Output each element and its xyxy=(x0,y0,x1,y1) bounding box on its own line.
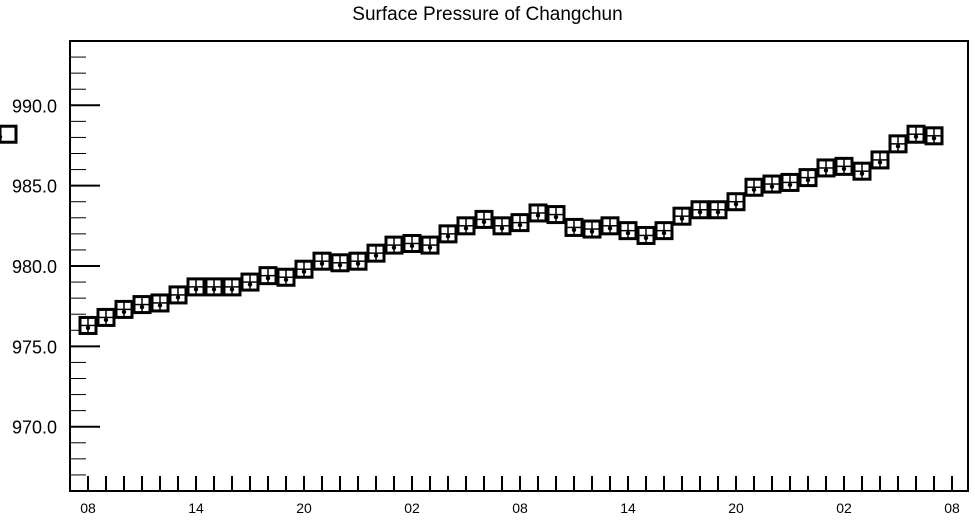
data-point xyxy=(888,134,908,154)
x-axis-ticks: 08 14 20 02 08 14 20 02 08 xyxy=(80,476,960,516)
data-point xyxy=(582,219,602,239)
data-point xyxy=(420,235,440,255)
data-point xyxy=(816,158,836,178)
data-point xyxy=(726,192,746,212)
data-point xyxy=(780,172,800,192)
data-point xyxy=(294,259,314,279)
data-point xyxy=(222,277,242,297)
data-point xyxy=(924,126,944,146)
data-point xyxy=(186,277,206,297)
x-tick-label: 20 xyxy=(296,500,312,516)
data-point xyxy=(834,156,854,176)
data-point xyxy=(474,209,494,229)
x-tick-label: 08 xyxy=(80,500,96,516)
y-tick-label: 970.0 xyxy=(12,418,57,438)
data-point xyxy=(762,174,782,194)
chart-title: Surface Pressure of Changchun xyxy=(352,4,623,25)
data-point xyxy=(330,253,350,273)
data-point xyxy=(906,124,926,144)
data-point xyxy=(204,277,224,297)
data-point xyxy=(870,150,890,170)
x-tick-label: 08 xyxy=(944,500,960,516)
data-point xyxy=(528,203,548,223)
x-tick-label: 08 xyxy=(512,500,528,516)
data-point xyxy=(114,299,134,319)
data-point xyxy=(744,177,764,197)
data-point xyxy=(618,221,638,241)
data-point xyxy=(690,200,710,220)
y-tick-label: 990.0 xyxy=(12,96,57,116)
x-tick-label: 14 xyxy=(188,500,204,516)
plot-frame xyxy=(69,40,969,492)
data-point xyxy=(348,251,368,271)
y-tick-label: 985.0 xyxy=(12,177,57,197)
data-point xyxy=(0,124,18,144)
data-point xyxy=(168,285,188,305)
y-tick-label: 975.0 xyxy=(12,337,57,357)
x-tick-label: 02 xyxy=(404,500,420,516)
data-markers xyxy=(0,124,944,335)
data-point xyxy=(510,213,530,233)
data-point xyxy=(798,168,818,188)
data-point xyxy=(402,234,422,253)
data-point xyxy=(708,200,728,220)
data-point xyxy=(852,161,872,181)
x-tick-label: 14 xyxy=(620,500,636,516)
data-point xyxy=(546,205,566,225)
data-point xyxy=(366,243,386,263)
data-point xyxy=(258,266,278,286)
data-point xyxy=(150,293,170,313)
data-point xyxy=(240,272,260,292)
data-point xyxy=(384,235,404,255)
data-point xyxy=(492,216,512,236)
data-point xyxy=(456,216,476,236)
y-tick-label: 980.0 xyxy=(12,257,57,277)
data-point xyxy=(438,224,458,244)
data-point xyxy=(276,267,296,287)
data-point xyxy=(312,251,332,271)
data-point xyxy=(600,216,620,236)
data-point xyxy=(78,315,98,335)
x-tick-label: 02 xyxy=(836,500,852,516)
data-point xyxy=(636,225,656,245)
data-point xyxy=(672,206,692,226)
data-point xyxy=(654,221,674,241)
x-tick-label: 20 xyxy=(728,500,744,516)
data-point xyxy=(96,307,116,327)
y-axis-ticks: 970.0 975.0 980.0 985.0 990.0 xyxy=(12,40,100,492)
data-point xyxy=(132,295,152,315)
data-point xyxy=(564,217,584,237)
